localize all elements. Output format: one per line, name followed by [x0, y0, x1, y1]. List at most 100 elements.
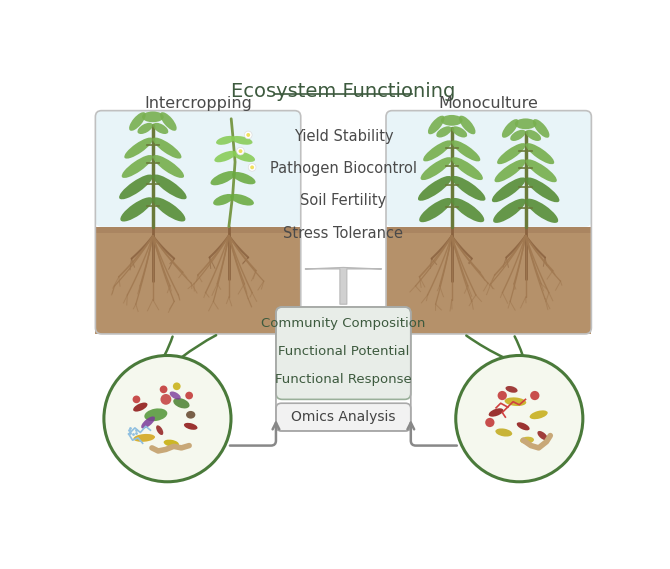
- Ellipse shape: [488, 409, 503, 417]
- FancyBboxPatch shape: [276, 403, 411, 431]
- Ellipse shape: [216, 136, 235, 145]
- Circle shape: [530, 391, 539, 400]
- Circle shape: [250, 166, 254, 170]
- Ellipse shape: [232, 172, 255, 184]
- Ellipse shape: [419, 198, 452, 222]
- Circle shape: [186, 391, 193, 399]
- Ellipse shape: [530, 410, 547, 419]
- FancyBboxPatch shape: [386, 110, 592, 226]
- Ellipse shape: [210, 171, 236, 185]
- Ellipse shape: [186, 411, 196, 419]
- Circle shape: [237, 147, 245, 155]
- Ellipse shape: [494, 159, 525, 182]
- Ellipse shape: [452, 126, 467, 138]
- Ellipse shape: [214, 151, 237, 162]
- Ellipse shape: [142, 112, 163, 122]
- Circle shape: [249, 163, 256, 171]
- Text: Soil Fertility: Soil Fertility: [300, 193, 387, 208]
- Text: Yield Stability: Yield Stability: [293, 129, 393, 143]
- Ellipse shape: [129, 112, 145, 131]
- Ellipse shape: [526, 178, 559, 202]
- Ellipse shape: [174, 398, 190, 409]
- Ellipse shape: [452, 157, 483, 180]
- Ellipse shape: [526, 199, 558, 223]
- Text: Community Composition: Community Composition: [261, 318, 425, 331]
- Ellipse shape: [153, 155, 184, 178]
- Ellipse shape: [497, 143, 525, 164]
- Ellipse shape: [184, 423, 198, 430]
- Circle shape: [239, 149, 243, 153]
- Bar: [95, 226, 301, 334]
- Ellipse shape: [121, 197, 153, 221]
- Ellipse shape: [505, 386, 518, 393]
- Text: Functional Potential: Functional Potential: [277, 345, 409, 358]
- Ellipse shape: [428, 116, 444, 134]
- Text: Ecosystem Functioning: Ecosystem Functioning: [231, 82, 456, 101]
- Ellipse shape: [493, 199, 526, 223]
- Ellipse shape: [156, 425, 163, 435]
- Circle shape: [485, 418, 494, 427]
- Circle shape: [133, 395, 140, 403]
- Ellipse shape: [421, 157, 452, 180]
- Ellipse shape: [119, 175, 153, 199]
- Text: Stress Tolerance: Stress Tolerance: [283, 225, 403, 241]
- FancyBboxPatch shape: [95, 110, 301, 226]
- Bar: [386, 226, 592, 334]
- Text: Omics Analysis: Omics Analysis: [291, 410, 395, 424]
- Ellipse shape: [511, 130, 525, 141]
- Ellipse shape: [153, 197, 186, 221]
- Bar: [95, 226, 301, 233]
- Ellipse shape: [502, 119, 519, 138]
- Ellipse shape: [515, 118, 537, 129]
- Ellipse shape: [452, 176, 486, 201]
- Ellipse shape: [423, 141, 452, 162]
- Ellipse shape: [436, 126, 452, 138]
- Ellipse shape: [533, 119, 549, 138]
- Ellipse shape: [153, 123, 168, 134]
- Ellipse shape: [452, 198, 484, 222]
- Ellipse shape: [452, 141, 480, 162]
- Ellipse shape: [213, 194, 234, 205]
- Ellipse shape: [144, 409, 168, 421]
- Circle shape: [456, 356, 583, 482]
- Circle shape: [173, 382, 181, 390]
- Ellipse shape: [231, 136, 253, 145]
- Circle shape: [104, 356, 231, 482]
- Ellipse shape: [526, 159, 557, 182]
- Ellipse shape: [141, 417, 155, 428]
- Ellipse shape: [153, 138, 182, 159]
- Ellipse shape: [418, 176, 452, 201]
- Ellipse shape: [125, 138, 153, 159]
- Ellipse shape: [537, 431, 547, 440]
- Ellipse shape: [170, 391, 181, 399]
- Ellipse shape: [137, 123, 153, 134]
- Ellipse shape: [520, 436, 534, 444]
- Text: Functional Response: Functional Response: [275, 373, 412, 386]
- Ellipse shape: [230, 194, 254, 205]
- Bar: [386, 226, 592, 233]
- FancyBboxPatch shape: [276, 307, 411, 399]
- Ellipse shape: [133, 402, 147, 411]
- Ellipse shape: [122, 155, 153, 178]
- Ellipse shape: [492, 178, 525, 202]
- Ellipse shape: [526, 143, 554, 164]
- Circle shape: [245, 131, 252, 139]
- Ellipse shape: [526, 130, 541, 141]
- Circle shape: [159, 386, 168, 393]
- Text: Intercropping: Intercropping: [144, 96, 252, 111]
- Ellipse shape: [160, 112, 177, 131]
- Ellipse shape: [153, 175, 187, 199]
- Ellipse shape: [459, 116, 476, 134]
- Ellipse shape: [441, 115, 462, 126]
- Ellipse shape: [505, 397, 526, 406]
- Ellipse shape: [163, 440, 179, 447]
- Circle shape: [161, 394, 172, 405]
- Text: Pathogen Biocontrol: Pathogen Biocontrol: [270, 161, 417, 176]
- Ellipse shape: [232, 151, 255, 162]
- Ellipse shape: [517, 422, 529, 430]
- Circle shape: [498, 391, 507, 400]
- Text: Monoculture: Monoculture: [439, 96, 539, 111]
- Ellipse shape: [133, 434, 155, 442]
- Circle shape: [247, 133, 250, 137]
- Ellipse shape: [495, 428, 513, 436]
